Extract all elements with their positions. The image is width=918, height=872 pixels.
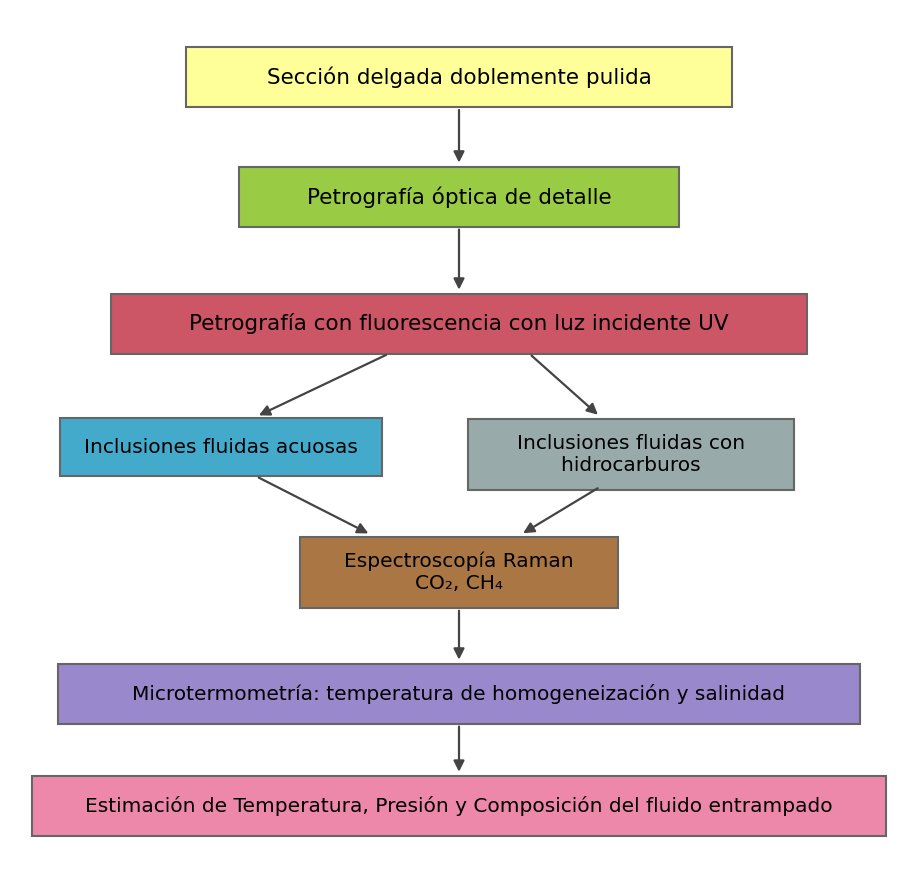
Text: Espectroscopía Raman
CO₂, CH₄: Espectroscopía Raman CO₂, CH₄ (344, 551, 574, 593)
FancyBboxPatch shape (468, 419, 794, 490)
Text: Petrografía óptica de detalle: Petrografía óptica de detalle (307, 186, 611, 208)
Text: Petrografía con fluorescencia con luz incidente UV: Petrografía con fluorescencia con luz in… (189, 313, 729, 334)
Text: Inclusiones fluidas con
hidroc​arburos: Inclusiones fluidas con hidroc​arburos (517, 434, 744, 475)
Text: Estimación de Temperatura, Presión y Composición del fluido entrampado: Estimación de Temperatura, Presión y Com… (85, 796, 833, 816)
Text: Microtermometría: temperatura de homogeneización y salinidad: Microtermometría: temperatura de homogen… (132, 684, 786, 704)
FancyBboxPatch shape (61, 418, 382, 476)
FancyBboxPatch shape (185, 47, 733, 107)
FancyBboxPatch shape (31, 776, 887, 836)
Text: Inclusiones fluidas acuosas: Inclusiones fluidas acuosas (84, 438, 358, 457)
Text: Sección delgada doblemente pulida: Sección delgada doblemente pulida (266, 66, 652, 88)
FancyBboxPatch shape (58, 664, 860, 724)
FancyBboxPatch shape (300, 536, 618, 608)
FancyBboxPatch shape (239, 167, 679, 227)
FancyBboxPatch shape (111, 294, 807, 354)
